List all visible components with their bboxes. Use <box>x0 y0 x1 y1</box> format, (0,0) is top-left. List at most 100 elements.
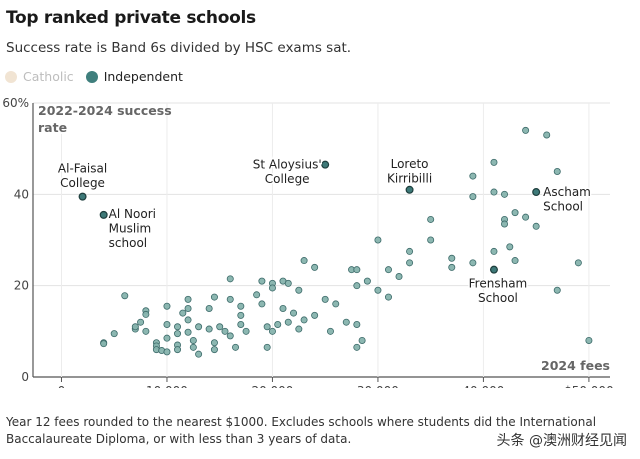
data-point <box>237 302 245 310</box>
data-point <box>448 254 456 262</box>
data-point <box>253 291 261 299</box>
legend-label-independent: Independent <box>103 69 183 84</box>
annotation-label-line: Al-Faisal <box>58 162 107 176</box>
annotation-label-line: College <box>60 176 105 190</box>
data-point <box>279 304 287 312</box>
data-point <box>174 330 182 338</box>
data-point <box>205 325 213 333</box>
data-point <box>553 286 561 294</box>
y-tick-label: 20 <box>14 279 29 293</box>
data-point <box>553 168 561 176</box>
data-point <box>263 343 271 351</box>
data-point <box>137 318 145 326</box>
legend-label-catholic: Catholic <box>23 69 74 84</box>
data-point <box>522 126 530 134</box>
highlighted-point <box>489 265 498 274</box>
data-point <box>295 286 303 294</box>
data-point <box>448 263 456 271</box>
data-point <box>311 263 319 271</box>
annotation-label-line: school <box>109 236 147 250</box>
data-point <box>501 190 509 198</box>
legend-swatch-catholic <box>5 70 17 83</box>
x-tick-label: 20,000 <box>251 384 293 388</box>
data-point <box>406 247 414 255</box>
x-axis-label: 2024 fees <box>541 358 610 373</box>
data-point <box>574 259 582 267</box>
data-point <box>263 323 271 331</box>
data-point <box>131 323 139 331</box>
data-point <box>242 327 250 335</box>
data-point <box>326 327 334 335</box>
annotation-label-line: School <box>543 200 583 214</box>
data-point <box>353 343 361 351</box>
data-point <box>585 336 593 344</box>
y-tick-label: 60% <box>2 96 29 110</box>
data-point <box>522 213 530 221</box>
data-point <box>142 327 150 335</box>
data-point <box>258 300 266 308</box>
annotation-label-line: Muslim <box>109 221 152 235</box>
data-point <box>353 320 361 328</box>
legend-item-catholic[interactable]: Catholic <box>5 69 74 84</box>
data-point <box>205 304 213 312</box>
scatter-chart: 0 20 40 60% 0 10,000 20,000 30,000 40,000 $50,00… <box>2 96 614 388</box>
data-point <box>216 323 224 331</box>
data-point <box>469 193 477 201</box>
data-point <box>511 257 519 265</box>
data-point <box>374 286 382 294</box>
data-point <box>469 259 477 267</box>
y-axis-label-bg <box>35 104 147 134</box>
data-point <box>195 350 203 358</box>
data-point <box>342 318 350 326</box>
legend-item-independent[interactable]: Independent <box>85 69 183 84</box>
data-point <box>184 295 192 303</box>
data-point <box>543 131 551 139</box>
data-point <box>237 311 245 319</box>
data-point <box>469 172 477 180</box>
y-tick-labels: 0 20 40 60% <box>2 96 29 384</box>
data-point <box>511 209 519 217</box>
x-tick-labels: 0 10,000 20,000 30,000 40,000 $50,000 <box>58 384 614 388</box>
annotation-label-line: College <box>265 172 310 186</box>
highlighted-point <box>78 192 87 201</box>
data-point <box>232 343 240 351</box>
data-point <box>384 293 392 301</box>
chart-subtitle: Success rate is Band 6s divided by HSC e… <box>6 40 352 56</box>
data-point <box>258 277 266 285</box>
data-point <box>237 320 245 328</box>
data-point <box>295 325 303 333</box>
annotation-label-line: School <box>478 291 518 305</box>
data-point <box>506 243 514 251</box>
data-point <box>532 222 540 230</box>
data-point <box>284 318 292 326</box>
y-axis-label: 2022-2024 success rate <box>35 103 172 135</box>
data-point <box>174 346 182 354</box>
data-point <box>268 327 276 335</box>
data-point <box>163 320 171 328</box>
data-point <box>284 279 292 287</box>
data-point <box>210 339 218 347</box>
annotation-label-line: St Aloysius' <box>253 158 322 172</box>
data-point <box>300 316 308 324</box>
data-point <box>163 334 171 342</box>
y-tick-label: 0 <box>21 370 29 384</box>
annotation-label-line: Al Noori <box>109 207 156 221</box>
data-point <box>363 277 371 285</box>
watermark: 头条 @澳洲财经见闻 <box>493 429 630 451</box>
annotation-label-line: Frensham <box>469 277 528 291</box>
data-points <box>100 126 593 358</box>
data-point <box>226 332 234 340</box>
data-point <box>268 284 276 292</box>
data-point <box>184 328 192 336</box>
annotation-label-line: Ascham <box>543 185 591 199</box>
annotation-label-line: Kirribilli <box>387 171 432 185</box>
y-tick-label: 40 <box>14 187 29 201</box>
data-point <box>274 320 282 328</box>
data-point <box>210 346 218 354</box>
highlighted-point <box>532 188 541 197</box>
data-point <box>142 310 150 318</box>
highlighted-point <box>405 185 414 194</box>
data-point <box>189 336 197 344</box>
data-point <box>358 336 366 344</box>
